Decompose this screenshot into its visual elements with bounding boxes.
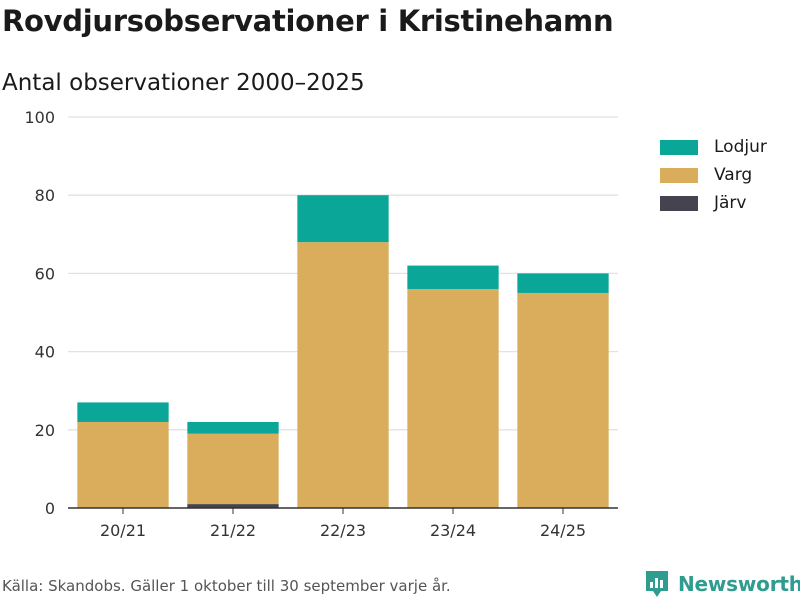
y-tick-label: 40 [35,343,55,362]
source-note: Källa: Skandobs. Gäller 1 oktober till 3… [2,577,451,595]
bar-lodjur-4 [517,273,609,293]
legend-item: Varg [660,161,767,189]
chart-subtitle: Antal observationer 2000–2025 [2,70,365,96]
bar-lodjur-3 [407,265,499,290]
bar-varg-4 [517,292,609,508]
bar-varg-2 [297,242,389,508]
y-tick-label: 20 [35,421,55,440]
y-tick-label: 100 [24,108,55,127]
legend-label: Järv [714,193,747,213]
y-tick-label: 80 [35,186,55,205]
x-tick-label: 21/22 [210,521,256,540]
x-tick-label: 23/24 [430,521,476,540]
legend: Lodjur Varg Järv [660,133,767,217]
legend-swatch [660,195,698,211]
chart-title: Rovdjursobservationer i Kristinehamn [2,4,614,38]
bar-lodjur-0 [77,402,169,422]
y-tick-label: 0 [45,499,55,518]
brand-name: Newsworthy [678,572,800,596]
brand-logo: Newsworthy [644,569,800,599]
bar-varg-0 [77,421,169,508]
bar-varg-3 [407,289,499,508]
legend-label: Lodjur [714,137,767,157]
legend-swatch [660,139,698,155]
bar-lodjur-1 [187,421,279,434]
legend-swatch [660,167,698,183]
axes: 0 20 40 60 80 100 20/21 21/22 22/23 23/24 24/25 [24,108,618,540]
x-tick-label: 20/21 [100,521,146,540]
x-tick-label: 24/25 [540,521,586,540]
newsworthy-logo-icon [646,571,668,597]
y-tick-label: 60 [35,264,55,283]
legend-label: Varg [714,165,753,185]
bars [77,195,609,508]
bar-lodjur-2 [297,195,389,243]
legend-item: Järv [660,189,767,217]
x-tick-label: 22/23 [320,521,366,540]
legend-item: Lodjur [660,133,767,161]
bar-jrv-1 [187,504,279,508]
bar-varg-1 [187,433,279,505]
